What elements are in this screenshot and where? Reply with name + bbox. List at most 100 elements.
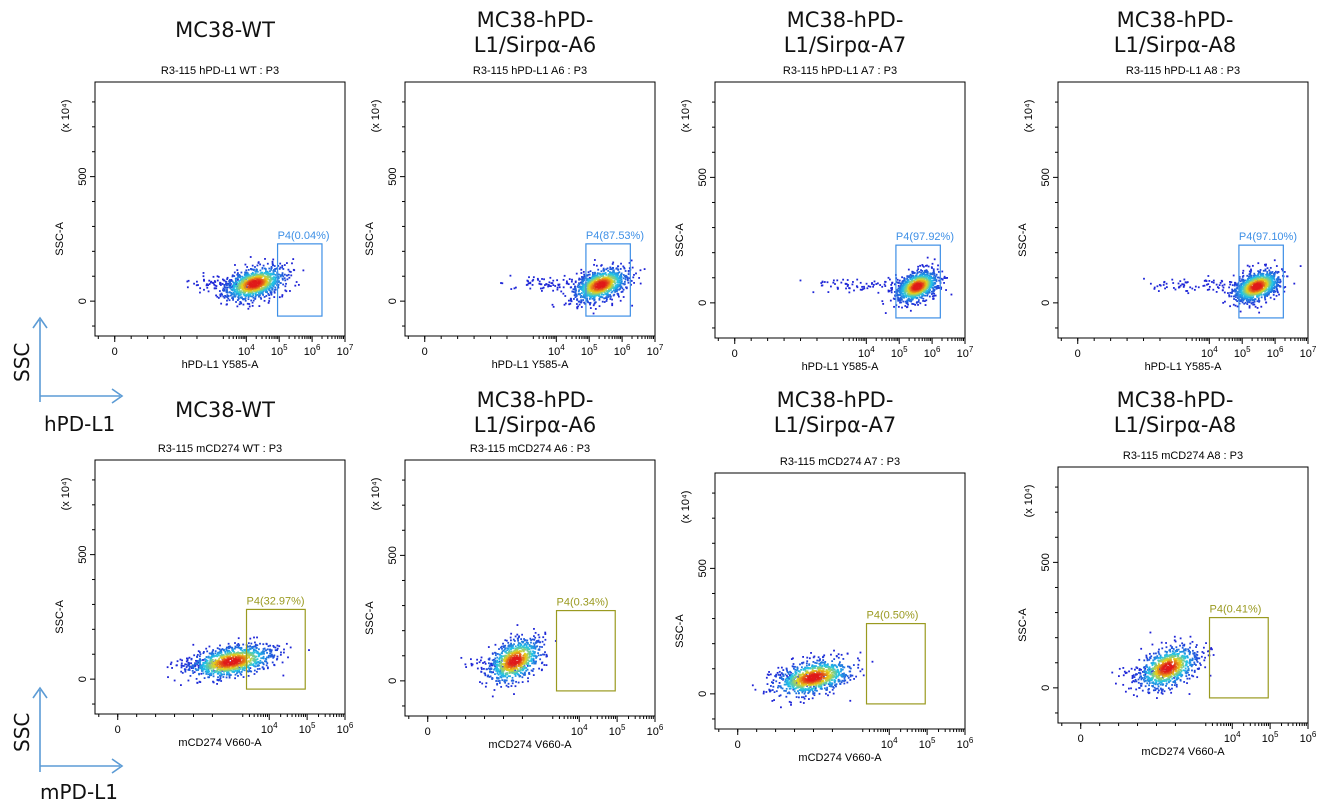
event-dot bbox=[230, 291, 233, 294]
event-dot bbox=[254, 273, 257, 275]
event-dot bbox=[269, 290, 272, 293]
event-dot bbox=[251, 301, 254, 304]
event-dot bbox=[605, 296, 608, 299]
event-dot bbox=[631, 266, 634, 269]
event-dot bbox=[238, 286, 241, 288]
event-dot bbox=[266, 275, 269, 278]
event-dot bbox=[568, 303, 571, 306]
event-dot bbox=[592, 273, 594, 276]
event-dot bbox=[571, 278, 573, 281]
event-dot bbox=[241, 291, 244, 294]
event-dot bbox=[526, 283, 529, 286]
row2-axis-arrow-icon bbox=[32, 686, 124, 774]
event-dot bbox=[588, 273, 591, 276]
event-dot bbox=[206, 283, 208, 286]
event-dot bbox=[613, 293, 616, 296]
event-dot bbox=[281, 277, 284, 280]
event-dot bbox=[272, 281, 275, 284]
event-dot bbox=[578, 300, 581, 303]
event-dot bbox=[281, 266, 284, 269]
event-dot bbox=[268, 273, 271, 276]
event-dot bbox=[579, 296, 582, 299]
event-dot bbox=[628, 262, 631, 264]
event-dot bbox=[245, 293, 248, 296]
event-dot bbox=[575, 289, 577, 292]
event-dot bbox=[270, 277, 272, 280]
event-dot bbox=[609, 298, 612, 300]
event-dot bbox=[244, 297, 247, 300]
event-dot bbox=[594, 308, 597, 310]
event-dot bbox=[271, 260, 274, 263]
event-dot bbox=[600, 270, 603, 273]
event-dot bbox=[273, 265, 276, 267]
event-dot bbox=[601, 300, 604, 303]
event-dot bbox=[570, 300, 573, 303]
y-tick-label: 500 bbox=[387, 167, 399, 185]
event-dot bbox=[265, 290, 268, 293]
event-dot bbox=[274, 274, 277, 276]
event-dot bbox=[193, 282, 195, 285]
event-dot bbox=[259, 276, 262, 279]
event-dot bbox=[607, 269, 610, 272]
event-dot bbox=[617, 295, 620, 298]
panel-heading-3: MC38-hPD- L1/Sirpα-A7 bbox=[730, 8, 960, 58]
event-dot bbox=[246, 302, 249, 305]
event-dot bbox=[638, 277, 641, 279]
event-dot bbox=[259, 294, 261, 296]
event-dot bbox=[265, 286, 268, 288]
event-dot bbox=[256, 270, 259, 273]
event-dot bbox=[567, 283, 570, 286]
event-dot bbox=[265, 271, 268, 273]
event-dot bbox=[219, 293, 222, 296]
event-dot bbox=[593, 298, 596, 301]
event-dot bbox=[252, 286, 255, 289]
event-dot bbox=[258, 290, 261, 293]
event-dot bbox=[603, 301, 606, 303]
plot-frame bbox=[404, 81, 656, 337]
panel-heading-line: MC38-WT bbox=[175, 398, 275, 422]
panel-heading-7: MC38-hPD- L1/Sirpα-A7 bbox=[720, 388, 950, 438]
event-dot bbox=[592, 304, 595, 307]
event-dot bbox=[238, 281, 241, 283]
event-dot bbox=[246, 273, 249, 275]
event-dot bbox=[541, 278, 543, 280]
event-dot bbox=[610, 291, 613, 294]
event-dot bbox=[236, 285, 239, 288]
event-dot bbox=[551, 282, 554, 284]
event-dot bbox=[235, 280, 237, 283]
event-dot bbox=[246, 277, 249, 280]
event-dot bbox=[617, 265, 619, 268]
event-dot bbox=[509, 274, 512, 277]
event-dot bbox=[545, 283, 548, 286]
event-dot bbox=[556, 288, 559, 291]
event-dot bbox=[236, 290, 239, 293]
event-dot bbox=[250, 299, 253, 302]
event-dot bbox=[624, 276, 627, 279]
event-dot bbox=[252, 296, 255, 299]
event-dot bbox=[639, 269, 642, 272]
event-dot bbox=[625, 286, 627, 289]
event-dot bbox=[279, 275, 282, 278]
event-dot bbox=[513, 287, 516, 290]
event-dot bbox=[260, 291, 263, 294]
event-dot bbox=[633, 273, 635, 276]
event-dot bbox=[576, 298, 579, 301]
event-dot bbox=[281, 272, 284, 275]
event-dot bbox=[235, 301, 237, 303]
event-dot bbox=[586, 297, 589, 300]
event-dot bbox=[237, 272, 239, 275]
event-dot bbox=[617, 268, 620, 271]
event-dot bbox=[231, 285, 234, 288]
event-dot bbox=[267, 276, 269, 279]
panel-heading-2: MC38-hPD- L1/Sirpα-A6 bbox=[420, 8, 650, 58]
event-dot bbox=[542, 286, 545, 289]
event-dot bbox=[284, 285, 287, 288]
event-dot bbox=[186, 280, 189, 283]
event-dot bbox=[248, 275, 251, 277]
event-dot bbox=[217, 276, 220, 278]
y-axis-label: SSC-A bbox=[364, 221, 376, 255]
event-dot bbox=[630, 259, 633, 262]
event-dot bbox=[565, 282, 568, 285]
event-dot bbox=[239, 296, 242, 299]
event-dot bbox=[262, 286, 264, 289]
